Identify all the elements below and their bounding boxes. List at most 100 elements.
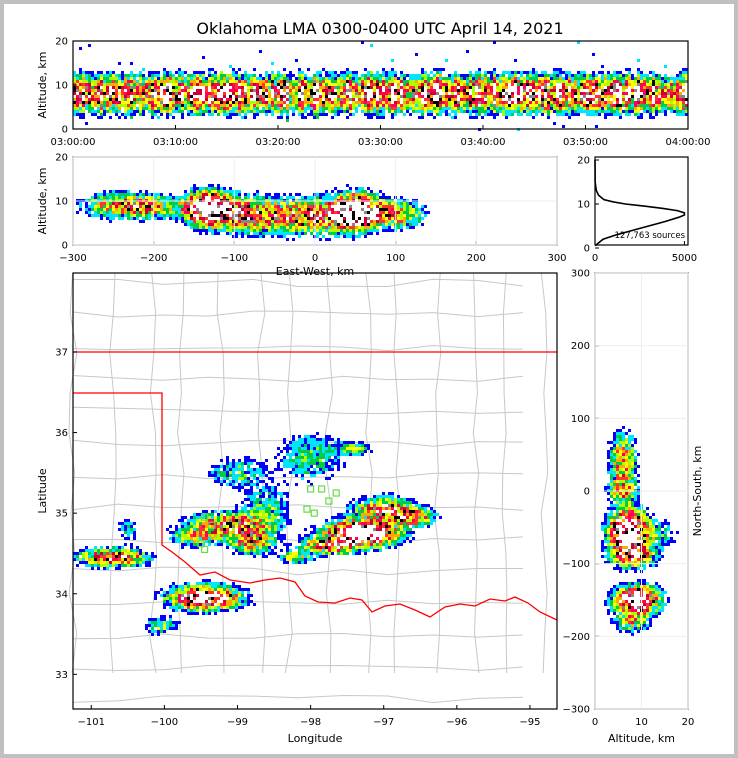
density-cell bbox=[610, 110, 613, 113]
density-cell bbox=[259, 77, 262, 80]
density-cell bbox=[169, 211, 172, 214]
density-cell bbox=[178, 92, 181, 95]
density-cell bbox=[142, 205, 145, 208]
density-cell bbox=[277, 226, 280, 229]
density-cell bbox=[88, 83, 91, 86]
density-cell bbox=[289, 101, 292, 104]
y-tick-label: 20 bbox=[55, 37, 68, 48]
density-cell bbox=[286, 229, 289, 232]
density-cell bbox=[379, 190, 382, 193]
density-cell bbox=[223, 187, 226, 190]
density-cell bbox=[463, 95, 466, 98]
density-cell bbox=[370, 104, 373, 107]
density-cell bbox=[154, 594, 157, 597]
density-cell bbox=[331, 92, 334, 95]
density-cell bbox=[340, 92, 343, 95]
density-cell bbox=[145, 80, 148, 83]
density-cell bbox=[175, 585, 178, 588]
density-cell bbox=[118, 211, 121, 214]
density-cell bbox=[601, 92, 604, 95]
density-cell bbox=[205, 86, 208, 89]
density-cell bbox=[508, 83, 511, 86]
density-cell bbox=[418, 98, 421, 101]
density-cell bbox=[616, 98, 619, 101]
density-cell bbox=[121, 534, 124, 537]
density-cell bbox=[127, 196, 130, 199]
density-cell bbox=[229, 211, 232, 214]
density-cell bbox=[175, 80, 178, 83]
density-cell bbox=[280, 80, 283, 83]
density-cell bbox=[454, 104, 457, 107]
density-cell bbox=[172, 92, 175, 95]
density-cell bbox=[385, 77, 388, 80]
density-cell bbox=[256, 226, 259, 229]
density-cell bbox=[229, 110, 232, 113]
density-cell bbox=[130, 564, 133, 567]
density-cell bbox=[385, 74, 388, 77]
density-cell bbox=[175, 208, 178, 211]
density-cell bbox=[97, 214, 100, 217]
density-cell bbox=[94, 205, 97, 208]
density-cell bbox=[469, 116, 472, 119]
density-cell bbox=[322, 220, 325, 223]
density-cell bbox=[544, 104, 547, 107]
density-cell bbox=[241, 107, 244, 110]
density-cell bbox=[175, 606, 178, 609]
density-cell bbox=[232, 110, 235, 113]
density-cell bbox=[196, 71, 199, 74]
density-cell bbox=[403, 211, 406, 214]
density-cell bbox=[205, 80, 208, 83]
density-cell bbox=[127, 110, 130, 113]
density-cell bbox=[118, 62, 121, 65]
density-cell bbox=[631, 104, 634, 107]
density-cell bbox=[145, 77, 148, 80]
density-cell bbox=[607, 104, 610, 107]
density-cell bbox=[451, 83, 454, 86]
density-cell bbox=[343, 95, 346, 98]
density-cell bbox=[466, 95, 469, 98]
density-cell bbox=[370, 77, 373, 80]
density-cell bbox=[154, 217, 157, 220]
density-cell bbox=[163, 603, 166, 606]
density-cell bbox=[250, 101, 253, 104]
density-cell bbox=[262, 89, 265, 92]
density-cell bbox=[229, 217, 232, 220]
density-cell bbox=[331, 217, 334, 220]
density-cell bbox=[316, 95, 319, 98]
density-cell bbox=[388, 202, 391, 205]
density-cell bbox=[208, 205, 211, 208]
density-cell bbox=[547, 92, 550, 95]
density-cell bbox=[502, 107, 505, 110]
county-line bbox=[72, 345, 524, 352]
density-cell bbox=[241, 217, 244, 220]
density-cell bbox=[151, 618, 154, 621]
density-cell bbox=[613, 98, 616, 101]
density-cell bbox=[112, 98, 115, 101]
density-cell bbox=[238, 193, 241, 196]
density-cell bbox=[559, 83, 562, 86]
source-count-annotation: 127,763 sources bbox=[614, 231, 685, 241]
density-cell bbox=[502, 110, 505, 113]
density-cell bbox=[124, 549, 127, 552]
density-cell bbox=[376, 107, 379, 110]
density-cell bbox=[223, 83, 226, 86]
density-cell bbox=[259, 104, 262, 107]
density-cell bbox=[286, 119, 289, 122]
density-cell bbox=[571, 89, 574, 92]
density-cell bbox=[523, 107, 526, 110]
density-cell bbox=[199, 531, 202, 534]
density-cell bbox=[109, 77, 112, 80]
density-cell bbox=[268, 98, 271, 101]
density-cell bbox=[196, 101, 199, 104]
density-cell bbox=[394, 107, 397, 110]
density-cell bbox=[664, 101, 667, 104]
density-cell bbox=[187, 591, 190, 594]
density-cell bbox=[589, 101, 592, 104]
density-cell bbox=[532, 104, 535, 107]
density-cell bbox=[205, 229, 208, 232]
density-cell bbox=[292, 217, 295, 220]
density-cell bbox=[73, 89, 76, 92]
density-cell bbox=[598, 107, 601, 110]
density-cell bbox=[262, 214, 265, 217]
density-cell bbox=[454, 86, 457, 89]
